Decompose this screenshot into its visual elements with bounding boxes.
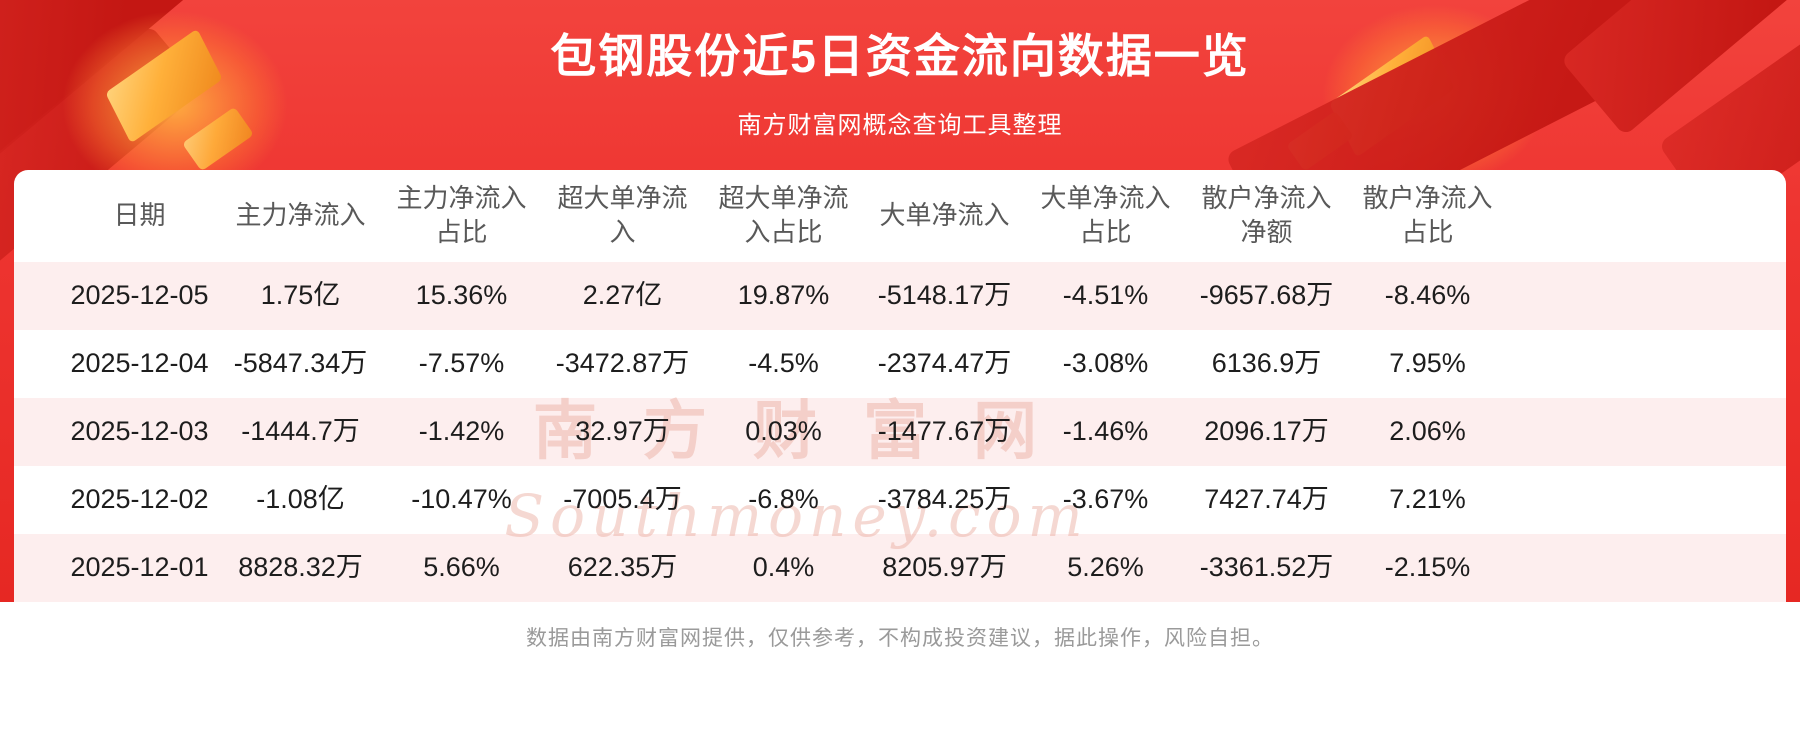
date-cell: 2025-12-02 (70, 484, 209, 515)
value-cell: -2.15% (1384, 552, 1471, 583)
value-cell: -3.08% (1062, 348, 1149, 379)
value-cell: 622.35万 (567, 552, 678, 583)
page-subtitle: 南方财富网概念查询工具整理 (737, 111, 1063, 139)
value-cell: -8.46% (1384, 280, 1471, 311)
page-title: 包钢股份近5日资金流向数据一览 (550, 30, 1250, 82)
header-banner: 包钢股份近5日资金流向数据一览 南方财富网概念查询工具整理 (0, 0, 1800, 140)
table-row-0: 2025-12-05 1.75亿 15.36% 2.27亿 19.87% -5148.17… (14, 262, 1786, 330)
bottom-white-band (0, 602, 1800, 743)
column-header-3: 超大单净流入 (557, 183, 688, 247)
table-header-row: 日期 主力净流入 主力净流入占比 超大单净流入 超大单净流入占比 大单净流入 大单净流入占比… (14, 170, 1786, 262)
value-cell: -3472.87万 (555, 348, 690, 379)
column-header-5: 大单净流入 (879, 200, 1010, 231)
date-cell: 2025-12-04 (70, 348, 209, 379)
column-header-2: 主力净流入占比 (396, 183, 527, 247)
table-row-4: 2025-12-01 8828.32万 5.66% 622.35万 0.4% 8205.9… (14, 534, 1786, 602)
date-cell: 2025-12-05 (70, 280, 209, 311)
value-cell: 2096.17万 (1204, 416, 1329, 447)
date-cell: 2025-12-03 (70, 416, 209, 447)
value-cell: -7005.4万 (563, 484, 682, 515)
value-cell: 0.4% (752, 552, 815, 583)
column-header-7: 散户净流入净额 (1201, 183, 1332, 247)
value-cell: -10.47% (411, 484, 512, 515)
value-cell: -3.67% (1062, 484, 1149, 515)
value-cell: 2.27亿 (582, 280, 663, 311)
table-row-2: 2025-12-03 -1444.7万 -1.42% 32.97万 0.03% -1477… (14, 398, 1786, 466)
column-header-4: 超大单净流入占比 (718, 183, 849, 247)
value-cell: 2.06% (1389, 416, 1466, 447)
value-cell: -7.57% (418, 348, 505, 379)
value-cell: -2374.47万 (877, 348, 1012, 379)
table-row-3: 2025-12-02 -1.08亿 -10.47% -7005.4万 -6.8% -378… (14, 466, 1786, 534)
value-cell: -5148.17万 (877, 280, 1012, 311)
value-cell: -1.46% (1062, 416, 1149, 447)
column-header-0: 日期 (113, 200, 166, 231)
value-cell: -9657.68万 (1199, 280, 1334, 311)
disclaimer-text: 数据由南方财富网提供，仅供参考，不构成投资建议，据此操作，风险自担。 (526, 627, 1274, 650)
value-cell: 7427.74万 (1204, 484, 1329, 515)
data-table-panel: 南方财富网 Southmoney.com 日期 主力净流入 主力净流入占比 超大单净流… (14, 170, 1786, 602)
value-cell: -1.08亿 (256, 484, 345, 515)
fund-flow-table: 日期 主力净流入 主力净流入占比 超大单净流入 超大单净流入占比 大单净流入 大单净流入占比… (14, 170, 1786, 602)
value-cell: 32.97万 (575, 416, 670, 447)
value-cell: -3784.25万 (877, 484, 1012, 515)
value-cell: -1.42% (418, 416, 505, 447)
date-cell: 2025-12-01 (70, 552, 209, 583)
value-cell: 8205.97万 (882, 552, 1007, 583)
value-cell: -1477.67万 (877, 416, 1012, 447)
value-cell: -6.8% (748, 484, 819, 515)
value-cell: 7.21% (1389, 484, 1466, 515)
value-cell: 1.75亿 (260, 280, 341, 311)
table-row-1: 2025-12-04 -5847.34万 -7.57% -3472.87万 -4.5% -… (14, 330, 1786, 398)
value-cell: -5847.34万 (233, 348, 368, 379)
column-header-8: 散户净流入占比 (1362, 183, 1493, 247)
value-cell: 5.66% (423, 552, 500, 583)
value-cell: 7.95% (1389, 348, 1466, 379)
value-cell: 5.26% (1067, 552, 1144, 583)
value-cell: -4.51% (1062, 280, 1149, 311)
column-header-6: 大单净流入占比 (1040, 183, 1171, 247)
value-cell: 6136.9万 (1211, 348, 1322, 379)
value-cell: 8828.32万 (238, 552, 363, 583)
value-cell: 19.87% (737, 280, 830, 311)
value-cell: -1444.7万 (241, 416, 360, 447)
value-cell: -4.5% (748, 348, 819, 379)
column-header-1: 主力净流入 (235, 200, 366, 231)
value-cell: 0.03% (745, 416, 822, 447)
value-cell: -3361.52万 (1199, 552, 1334, 583)
value-cell: 15.36% (415, 280, 508, 311)
